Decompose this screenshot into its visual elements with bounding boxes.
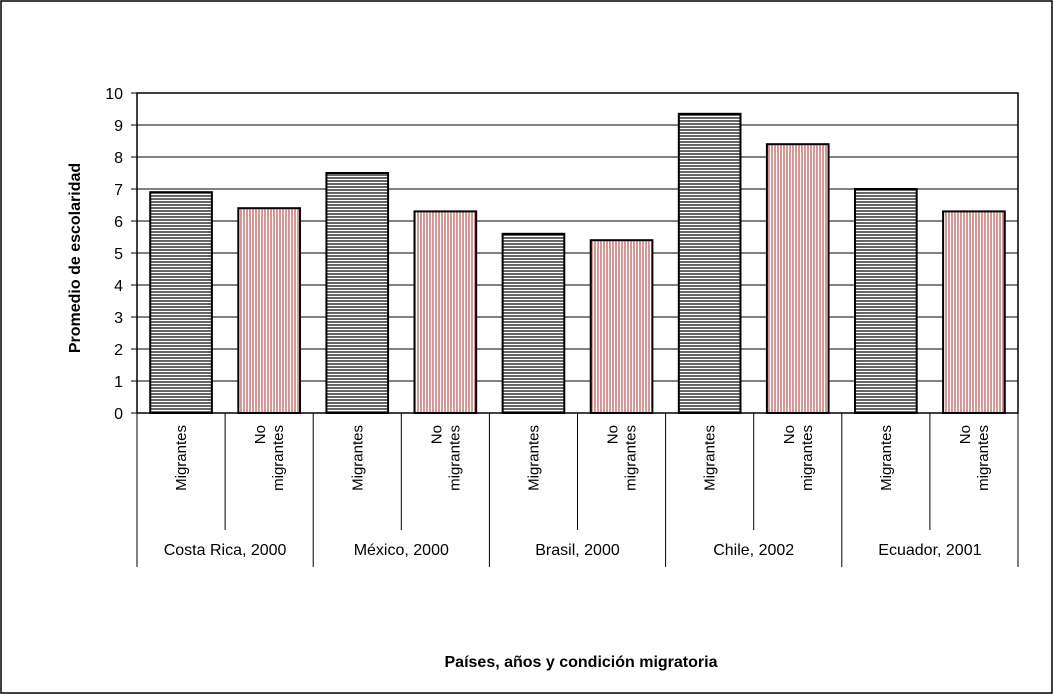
x-group-label: Ecuador, 2001 [878, 542, 981, 559]
y-tick-label: 9 [114, 118, 123, 135]
x-category-label: Migrantes [878, 425, 895, 491]
x-category-label: Nomigrantes [781, 425, 816, 491]
x-category-label: Migrantes [349, 425, 366, 491]
bar-no-migrantes [413, 210, 478, 414]
y-tick-label: 5 [114, 246, 123, 263]
x-category-label: Migrantes [525, 425, 542, 491]
bar-no-migrantes [765, 143, 830, 414]
y-tick-label: 4 [114, 278, 123, 295]
x-category-labels: Migrantes Nomigrantes Costa Rica, 2000 Migr… [164, 425, 992, 559]
y-tick-label: 10 [105, 86, 123, 103]
x-category-label: Migrantes [173, 425, 190, 491]
x-group-label: Brasil, 2000 [535, 542, 620, 559]
bar-migrantes [677, 112, 742, 415]
y-tick-label: 3 [114, 310, 123, 327]
x-category-label: Nomigrantes [605, 425, 640, 491]
x-category-label: Nomigrantes [428, 425, 463, 491]
y-axis-title: Promedio de escolaridad [67, 163, 84, 353]
y-tick-label: 2 [114, 342, 123, 359]
x-group-label: Costa Rica, 2000 [164, 542, 287, 559]
bar-no-migrantes [237, 207, 301, 414]
y-tick-label: 6 [114, 214, 123, 231]
bar-migrantes [149, 191, 213, 414]
x-group-label: Chile, 2002 [713, 542, 794, 559]
x-category-label: Migrantes [702, 425, 719, 491]
x-axis-title: Países, años y condición migratoria [445, 654, 718, 671]
y-tick-label: 8 [114, 150, 123, 167]
y-tick-label: 0 [114, 406, 123, 423]
axes [131, 92, 1019, 567]
y-tick-label: 1 [114, 374, 123, 391]
bar-migrantes [325, 172, 390, 414]
y-tick-labels: 0 1 2 3 4 5 6 7 8 9 10 [105, 86, 123, 423]
bar-migrantes [854, 188, 918, 414]
x-group-label: México, 2000 [354, 542, 449, 559]
bar-no-migrantes [942, 210, 1006, 414]
x-category-label: Nomigrantes [957, 425, 992, 491]
x-category-label: Nomigrantes [252, 425, 287, 491]
bar-migrantes [501, 232, 566, 414]
y-tick-label: 7 [114, 182, 123, 199]
bar-no-migrantes [589, 239, 654, 414]
